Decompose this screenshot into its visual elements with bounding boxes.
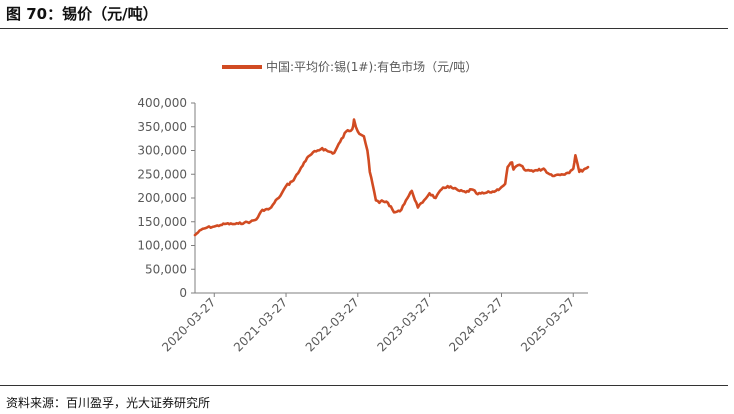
y-tick-label: 400,000 [137, 96, 187, 110]
source-note: 资料来源：百川盈孚，光大证券研究所 [6, 396, 211, 410]
series-line-tin-price [193, 118, 590, 237]
x-tick-label: 2021-03-27 [231, 295, 290, 354]
x-tick-label: 2023-03-27 [374, 295, 433, 354]
tin-price-chart: 中国:平均价:锡(1#):有色市场（元/吨） 0 50,000 100,000 150… [137, 59, 590, 354]
y-tick-label: 0 [179, 286, 187, 300]
y-tick-label: 250,000 [137, 167, 187, 181]
y-tick-label: 50,000 [145, 262, 187, 276]
y-axis: 0 50,000 100,000 150,000 200,000 250,000 300,0… [137, 96, 196, 300]
y-tick-label: 100,000 [137, 239, 187, 253]
top-rule [0, 28, 728, 29]
y-tick-label: 200,000 [137, 191, 187, 205]
x-tick-label: 2025-03-27 [518, 295, 577, 354]
figure-title: 图 70：锡价（元/吨） [6, 5, 158, 23]
y-tick-label: 300,000 [137, 144, 187, 158]
x-tick-label: 2024-03-27 [446, 295, 505, 354]
plot-area [193, 118, 590, 237]
bottom-rule [0, 385, 728, 386]
legend-label: 中国:平均价:锡(1#):有色市场（元/吨） [266, 59, 477, 74]
y-tick-label: 350,000 [137, 120, 187, 134]
legend: 中国:平均价:锡(1#):有色市场（元/吨） [222, 59, 477, 74]
x-tick-label: 2022-03-27 [303, 295, 362, 354]
y-tick-label: 150,000 [137, 215, 187, 229]
x-tick-label: 2020-03-27 [159, 295, 218, 354]
x-axis: 2020-03-27 2021-03-27 2022-03-27 2023-03-27… [159, 292, 588, 354]
